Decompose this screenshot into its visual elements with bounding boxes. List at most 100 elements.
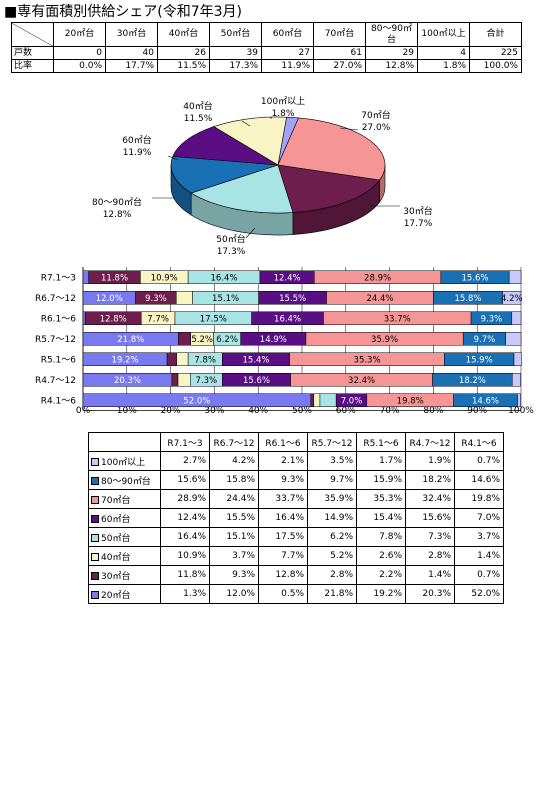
x-tick-label: 30% bbox=[204, 406, 224, 416]
bar-segment bbox=[313, 393, 321, 407]
pie-value-label: 17.3% bbox=[217, 247, 246, 257]
pie-slice bbox=[190, 164, 294, 214]
table-cell: 4.2% bbox=[209, 451, 259, 471]
pie-value-label: 1.8% bbox=[272, 109, 295, 119]
data-label: 24.4% bbox=[366, 294, 393, 304]
data-label: 10.9% bbox=[151, 273, 178, 283]
legend-text: 60㎡台 bbox=[101, 514, 131, 525]
table-cell: 17.5% bbox=[258, 527, 308, 547]
data-label: 15.6% bbox=[462, 273, 489, 283]
data-label: 19.8% bbox=[397, 396, 424, 406]
x-tick-label: 0% bbox=[76, 406, 91, 416]
data-label: 21.8% bbox=[117, 335, 144, 345]
table-row: 40㎡台 10.9% 3.7% 7.7% 5.2% 2.6% 2.8% 1.4% bbox=[88, 546, 504, 566]
data-label: 52.0% bbox=[183, 396, 210, 406]
bar-segment bbox=[178, 332, 191, 346]
table-cell: 0.7% bbox=[454, 451, 504, 471]
data-label: 28.9% bbox=[364, 273, 391, 283]
table-cell: 33.7% bbox=[258, 489, 308, 509]
table-cell: 15.4% bbox=[356, 508, 406, 528]
table-cell: 14.9% bbox=[307, 508, 357, 528]
summary-header: 60㎡台 bbox=[261, 22, 314, 47]
table-cell: 7.0% bbox=[454, 508, 504, 528]
table-cell: 11.8% bbox=[160, 565, 210, 585]
bar-segment bbox=[511, 373, 521, 387]
table-cell: 2.8% bbox=[307, 565, 357, 585]
pie-slice bbox=[213, 116, 287, 166]
table-cell: 18.2% bbox=[405, 470, 455, 490]
data-label: 15.6% bbox=[243, 376, 270, 386]
data-label: 17.5% bbox=[200, 314, 227, 324]
bar-segment bbox=[513, 352, 522, 366]
legend-swatch bbox=[91, 553, 99, 561]
data-label: 7.7% bbox=[147, 314, 169, 324]
table-cell: 1.4% bbox=[454, 546, 504, 566]
legend-text: 20㎡台 bbox=[101, 590, 131, 601]
series-label: 70㎡台 bbox=[88, 489, 161, 509]
data-label: 4.2% bbox=[501, 294, 523, 304]
table-cell: 15.5% bbox=[209, 508, 259, 528]
legend-swatch bbox=[91, 591, 99, 599]
period-header: R5.7～12 bbox=[307, 432, 357, 452]
data-label: 5.2% bbox=[191, 335, 213, 345]
series-label: 100㎡以上 bbox=[88, 451, 161, 471]
data-label: 18.2% bbox=[459, 376, 486, 386]
data-label: 7.8% bbox=[194, 355, 216, 365]
table-cell: 3.7% bbox=[209, 546, 259, 566]
x-tick-label: 70% bbox=[380, 406, 400, 416]
table-row: 70㎡台 28.9% 24.4% 33.7% 35.9% 35.3% 32.4% 19.8% bbox=[88, 489, 504, 509]
data-label: 12.8% bbox=[100, 314, 127, 324]
x-tick-label: 10% bbox=[117, 406, 137, 416]
data-label: 15.4% bbox=[243, 355, 270, 365]
summary-row-ratio: 比率 0.0% 17.7% 11.5% 17.3% 11.9% 27.0% 12… bbox=[11, 59, 522, 73]
pie-value-label: 17.7% bbox=[404, 219, 433, 229]
data-label: 15.5% bbox=[279, 294, 306, 304]
data-label: 15.8% bbox=[454, 294, 481, 304]
pie-slice bbox=[277, 164, 381, 213]
bar-segment bbox=[310, 393, 315, 407]
data-label: 15.9% bbox=[466, 355, 493, 365]
series-label: 30㎡台 bbox=[88, 565, 161, 585]
data-label: 19.2% bbox=[112, 355, 139, 365]
table-cell: 15.6% bbox=[160, 470, 210, 490]
data-label: 16.4% bbox=[274, 314, 301, 324]
legend-swatch bbox=[91, 496, 99, 504]
x-tick-label: 40% bbox=[248, 406, 268, 416]
pie-value-label: 27.0% bbox=[362, 123, 391, 133]
table-cell: 0.5% bbox=[258, 584, 308, 604]
legend-text: 70㎡台 bbox=[101, 495, 131, 506]
table-cell: 2.8% bbox=[405, 546, 455, 566]
data-label: 16.4% bbox=[211, 273, 238, 283]
table-cell: 20.3% bbox=[405, 584, 455, 604]
table-cell: 6.2% bbox=[307, 527, 357, 547]
table-cell: 12.0% bbox=[209, 584, 259, 604]
pie-slice bbox=[277, 117, 386, 181]
page-title: ■専有面積別供給シェア(令和7年3月) bbox=[4, 4, 242, 20]
pie-label: 50㎡台 bbox=[216, 233, 245, 245]
period-header: R5.1～6 bbox=[356, 432, 406, 452]
legend-text: 100㎡以上 bbox=[101, 457, 146, 468]
pie-label: 30㎡台 bbox=[403, 205, 432, 217]
bar-segment bbox=[82, 270, 89, 284]
table-row: 60㎡台 12.4% 15.5% 16.4% 14.9% 15.4% 15.6% 7.0% bbox=[88, 508, 504, 528]
leader-line bbox=[339, 127, 359, 131]
x-tick-label: 100% bbox=[508, 406, 534, 416]
data-label: 11.8% bbox=[101, 273, 128, 283]
table-cell: 19.8% bbox=[454, 489, 504, 509]
bar-segment bbox=[82, 311, 86, 325]
corner-cell bbox=[88, 432, 161, 452]
period-header: R4.7～12 bbox=[405, 432, 455, 452]
table-cell: 35.9% bbox=[307, 489, 357, 509]
bar-segment bbox=[176, 291, 193, 305]
leader-line bbox=[241, 120, 251, 127]
summary-header: 70㎡台 bbox=[313, 22, 366, 47]
bar-segment bbox=[505, 332, 522, 346]
table-cell: 2.7% bbox=[160, 451, 210, 471]
x-tick-label: 80% bbox=[423, 406, 443, 416]
pie-label: 40㎡台 bbox=[183, 100, 212, 112]
period-header: R4.1～6 bbox=[454, 432, 504, 452]
data-label: 35.3% bbox=[354, 355, 381, 365]
pie-value-label: 11.5% bbox=[184, 114, 213, 124]
y-tick-label: R6.7～12 bbox=[35, 294, 76, 304]
bar-segment bbox=[176, 352, 189, 366]
